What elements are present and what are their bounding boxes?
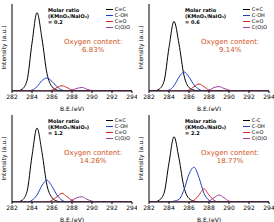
html-text:(KMnO₄/NaIO₄): (KMnO₄/NaIO₄) — [185, 124, 227, 130]
html-text:9.14%: 9.14% — [219, 46, 242, 54]
html-text:C(O)O: C(O)O — [251, 24, 267, 30]
html-text:Molar ratio: Molar ratio — [48, 7, 80, 13]
html-text:C(O)O: C(O)O — [251, 135, 267, 141]
html-text:18.77%: 18.77% — [216, 157, 244, 165]
html-text:C-OH: C-OH — [251, 123, 265, 129]
svg-text:Intensity (a.u.): Intensity (a.u.) — [137, 137, 145, 181]
html-text:C=O: C=O — [251, 18, 264, 24]
svg-text:288: 288 — [203, 204, 215, 211]
svg-text:290: 290 — [86, 204, 98, 211]
html-text:Oxygen content:: Oxygen content: — [64, 149, 123, 157]
svg-text:290: 290 — [86, 93, 98, 100]
svg-text:292: 292 — [106, 204, 118, 211]
html-text:= 0.6: = 0.6 — [185, 19, 200, 25]
svg-text:294: 294 — [263, 204, 266, 211]
svg-text:B.E.(eV): B.E.(eV) — [197, 105, 221, 111]
html-text:6.83%: 6.83% — [82, 46, 105, 54]
svg-text:284: 284 — [26, 204, 38, 211]
svg-text:B.E.(eV): B.E.(eV) — [197, 216, 221, 222]
svg-text:B.E.(eV): B.E.(eV) — [60, 216, 84, 222]
html-text:Oxygen content:: Oxygen content: — [201, 38, 260, 46]
html-text:C=O: C=O — [251, 129, 264, 135]
html-text:C=C: C=C — [114, 117, 126, 123]
html-text:Molar ratio: Molar ratio — [48, 118, 80, 124]
html-text:C=O: C=O — [114, 129, 127, 135]
svg-text:Intensity (a.u.): Intensity (a.u.) — [8, 137, 9, 181]
svg-text:294: 294 — [263, 93, 266, 100]
html-text:C(O)O: C(O)O — [114, 24, 130, 30]
svg-text:288: 288 — [203, 93, 215, 100]
html-text:(KMnO₄/NaIO₄): (KMnO₄/NaIO₄) — [185, 13, 227, 19]
svg-text:288: 288 — [66, 204, 78, 211]
svg-text:282: 282 — [143, 93, 155, 100]
svg-text:286: 286 — [46, 204, 58, 211]
svg-text:284: 284 — [26, 93, 38, 100]
svg-text:282: 282 — [143, 204, 155, 211]
html-text:C-OH: C-OH — [114, 12, 128, 18]
html-text:= 2.2: = 2.2 — [185, 130, 200, 136]
svg-text:294: 294 — [126, 204, 137, 211]
svg-text:290: 290 — [223, 204, 235, 211]
svg-text:290: 290 — [223, 93, 235, 100]
svg-text:286: 286 — [46, 93, 58, 100]
svg-text:292: 292 — [106, 93, 118, 100]
svg-text:282: 282 — [8, 93, 18, 100]
html-text:(KMnO₄/NaIO₄): (KMnO₄/NaIO₄) — [48, 124, 90, 130]
html-text:14.26%: 14.26% — [79, 157, 107, 165]
html-text:= 1.2: = 1.2 — [48, 130, 63, 136]
html-text:(KMnO₄/NaIO₄): (KMnO₄/NaIO₄) — [48, 13, 90, 19]
html-text:C(O)O: C(O)O — [114, 135, 130, 141]
svg-text:286: 286 — [183, 204, 195, 211]
svg-text:284: 284 — [163, 93, 175, 100]
svg-text:286: 286 — [183, 93, 195, 100]
html-text:C=C: C=C — [114, 6, 126, 12]
svg-text:282: 282 — [8, 204, 18, 211]
svg-text:292: 292 — [243, 204, 255, 211]
html-text:Oxygen content:: Oxygen content: — [64, 38, 123, 46]
html-text:C-OH: C-OH — [251, 12, 265, 18]
html-text:Molar ratio: Molar ratio — [185, 7, 217, 13]
svg-text:Intensity (a.u.): Intensity (a.u.) — [8, 26, 9, 70]
html-text:C-C: C-C — [251, 117, 261, 123]
svg-text:284: 284 — [163, 204, 175, 211]
svg-text:Intensity (a.u.): Intensity (a.u.) — [137, 26, 145, 70]
html-text:Molar ratio: Molar ratio — [185, 118, 217, 124]
html-text:C=C: C=C — [251, 6, 263, 12]
html-text:Oxygen content:: Oxygen content: — [201, 149, 260, 157]
html-text:= 0.2: = 0.2 — [48, 19, 63, 25]
html-text:C=O: C=O — [114, 18, 127, 24]
svg-text:288: 288 — [66, 93, 78, 100]
svg-text:292: 292 — [243, 93, 255, 100]
svg-text:294: 294 — [126, 93, 137, 100]
html-text:C-OH: C-OH — [114, 123, 128, 129]
svg-text:B.E.(eV): B.E.(eV) — [60, 105, 84, 111]
